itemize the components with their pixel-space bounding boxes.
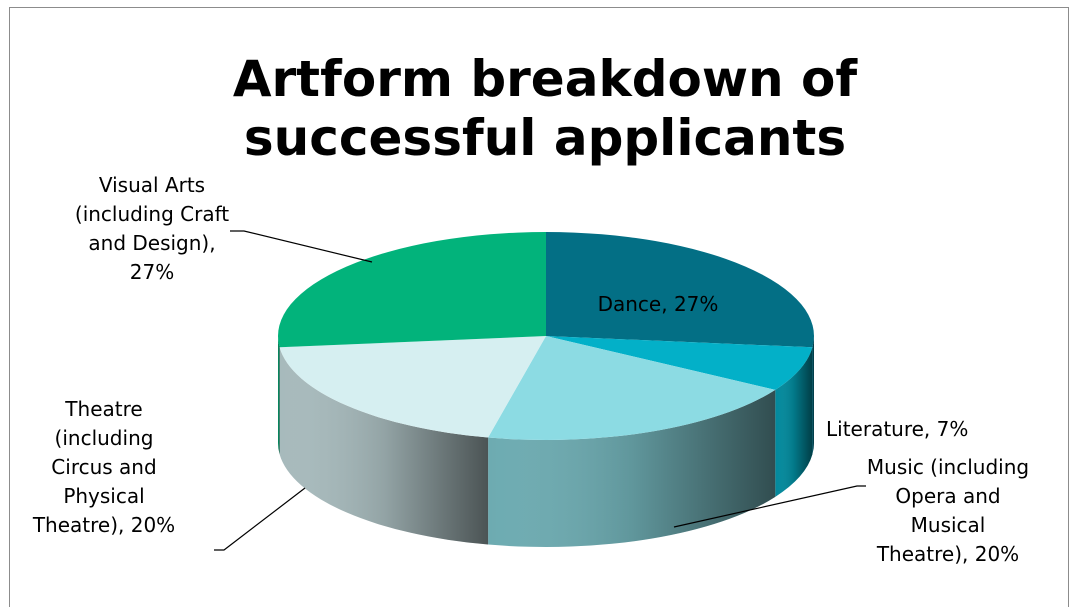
slice-side-shade-visual-arts-including-craft-and-design [278,336,280,454]
slice-label-line: Theatre [64,397,142,421]
leader-line-visual-arts-including-craft-and-design [230,231,372,262]
chart-title-line-2: successful applicants [244,109,846,167]
slice-label-line: 27% [130,260,174,284]
slice-label-line: (including [55,426,154,450]
slice-label-dance: Dance, 27% [598,292,719,316]
chart-title-line-1: Artform breakdown of [233,50,859,108]
slice-label-line: and Design), [88,231,215,255]
slice-dance [546,232,814,347]
slice-label-line: Music (including [867,455,1029,479]
leader-line-theatre-including-circus-and-physical-theatre [214,488,305,550]
slice-side-shade-dance [812,336,814,454]
slice-label-line: Musical [911,513,986,537]
chart-title: Artform breakdown of successful applican… [233,50,859,167]
slice-label-line: Theatre), 20% [876,542,1019,566]
pie-tops [278,232,814,440]
slice-label-literature: Literature, 7% [826,417,968,441]
slice-label-line: Dance, 27% [598,292,719,316]
slice-label-line: Visual Arts [99,173,205,197]
slice-label-music-including-opera-and-musical-theatre: Music (including Opera and Musical Theatre)… [867,455,1029,566]
slice-label-line: (including Craft [75,202,229,226]
slice-label-line: Circus and [51,455,156,479]
slice-label-theatre-including-circus-and-physical-theatre: Theatre (including Circus and Physical Theat… [32,397,175,537]
slice-label-visual-arts-including-craft-and-design: Visual Arts (including Craft and Design), 2… [75,173,229,284]
slice-label-line: Physical [63,484,144,508]
slice-label-line: Opera and [895,484,1000,508]
slice-label-line: Literature, 7% [826,417,968,441]
slice-label-line: Theatre), 20% [32,513,175,537]
